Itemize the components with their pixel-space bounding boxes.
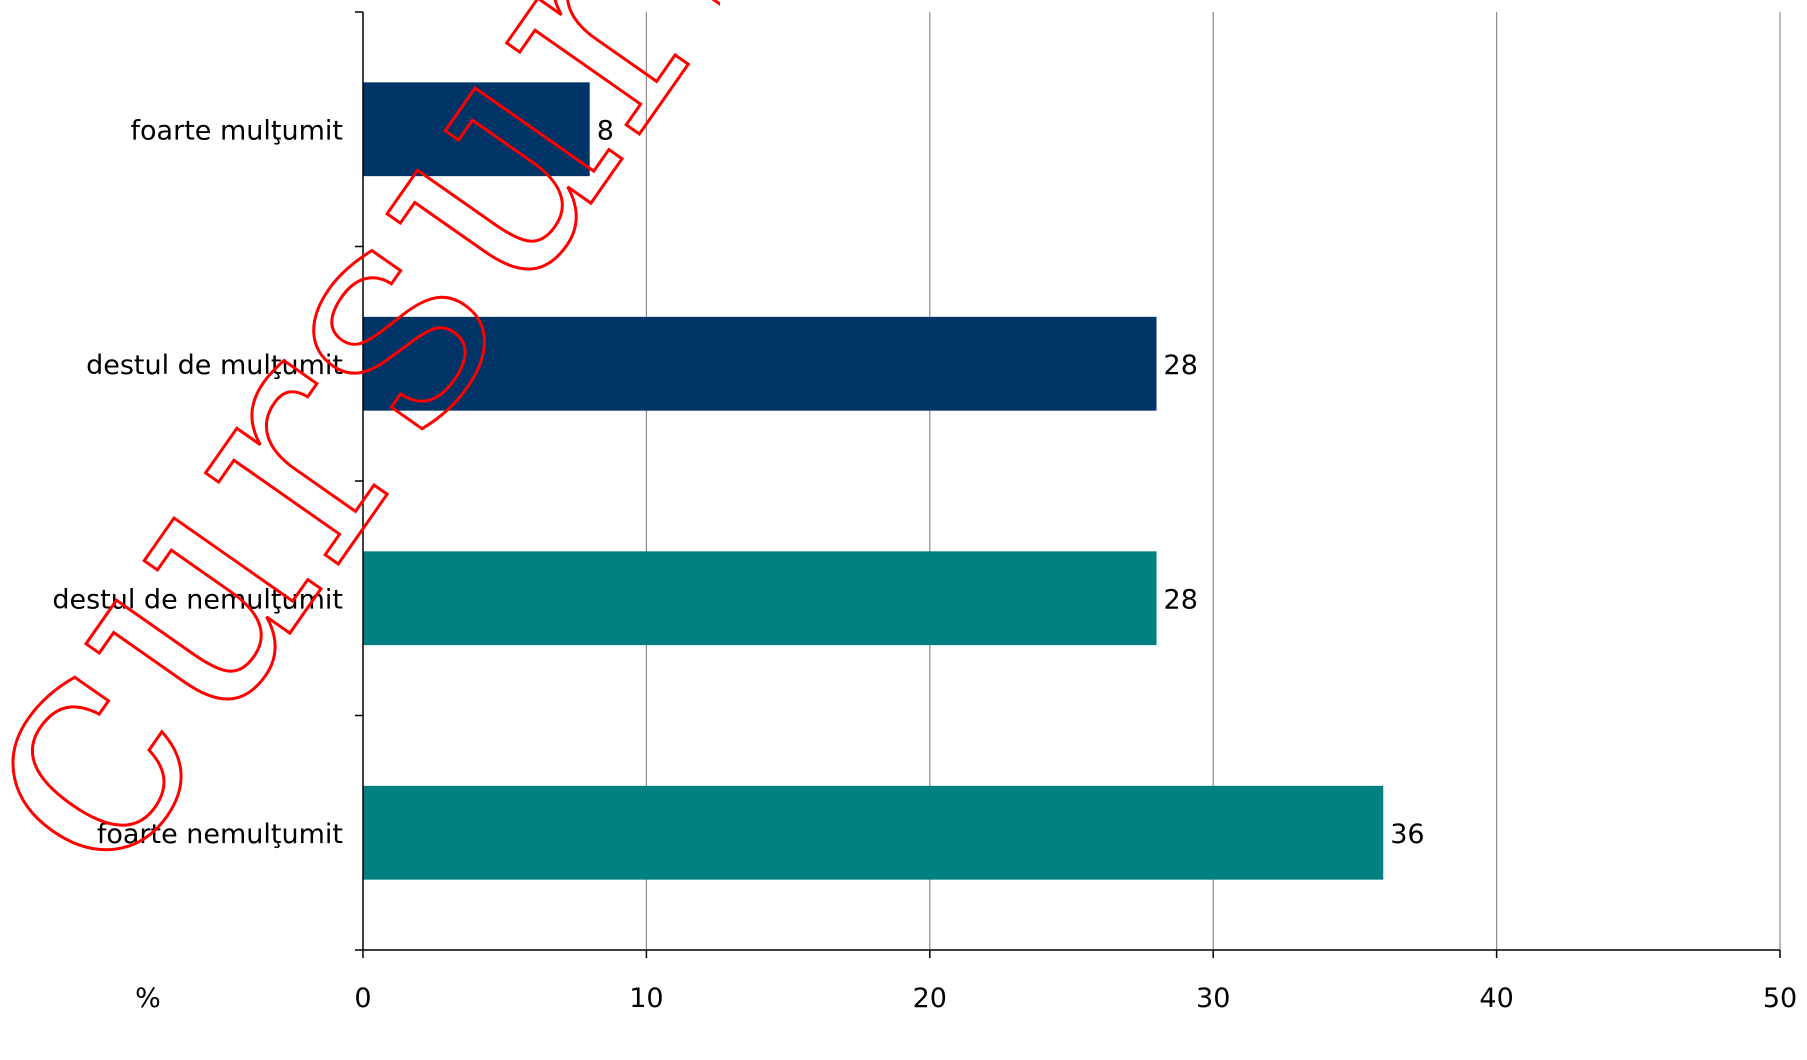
data-label: 8	[597, 115, 614, 146]
x-tick-label: 30	[1196, 983, 1230, 1014]
bar	[363, 316, 1157, 411]
axes	[355, 11, 1781, 958]
x-tick-label: 10	[629, 983, 663, 1014]
x-tick-label: 20	[913, 983, 947, 1014]
data-label: 28	[1164, 584, 1198, 615]
tick-labels: 0 10 20 30 40 50	[354, 983, 1797, 1014]
bar-chart: foarte mulţumit destul de mulţumit destul …	[52, 11, 1797, 1014]
bars	[363, 82, 1384, 880]
x-tick-label: 40	[1479, 983, 1513, 1014]
category-label: destul de mulţumit	[86, 350, 343, 381]
x-tick-label: 50	[1763, 983, 1797, 1014]
data-label: 36	[1390, 819, 1424, 850]
value-labels: 8 28 28 36	[597, 115, 1425, 850]
x-axis-unit-label: %	[135, 983, 161, 1014]
category-label: destul de nemulţumit	[52, 584, 343, 615]
bar	[363, 82, 590, 177]
category-labels: foarte mulţumit destul de mulţumit destul …	[52, 115, 343, 850]
x-tick-label: 0	[354, 983, 371, 1014]
category-label: foarte nemulţumit	[97, 819, 343, 850]
bar	[363, 551, 1157, 646]
category-label: foarte mulţumit	[131, 115, 343, 146]
bar	[363, 785, 1384, 880]
data-label: 28	[1164, 350, 1198, 381]
